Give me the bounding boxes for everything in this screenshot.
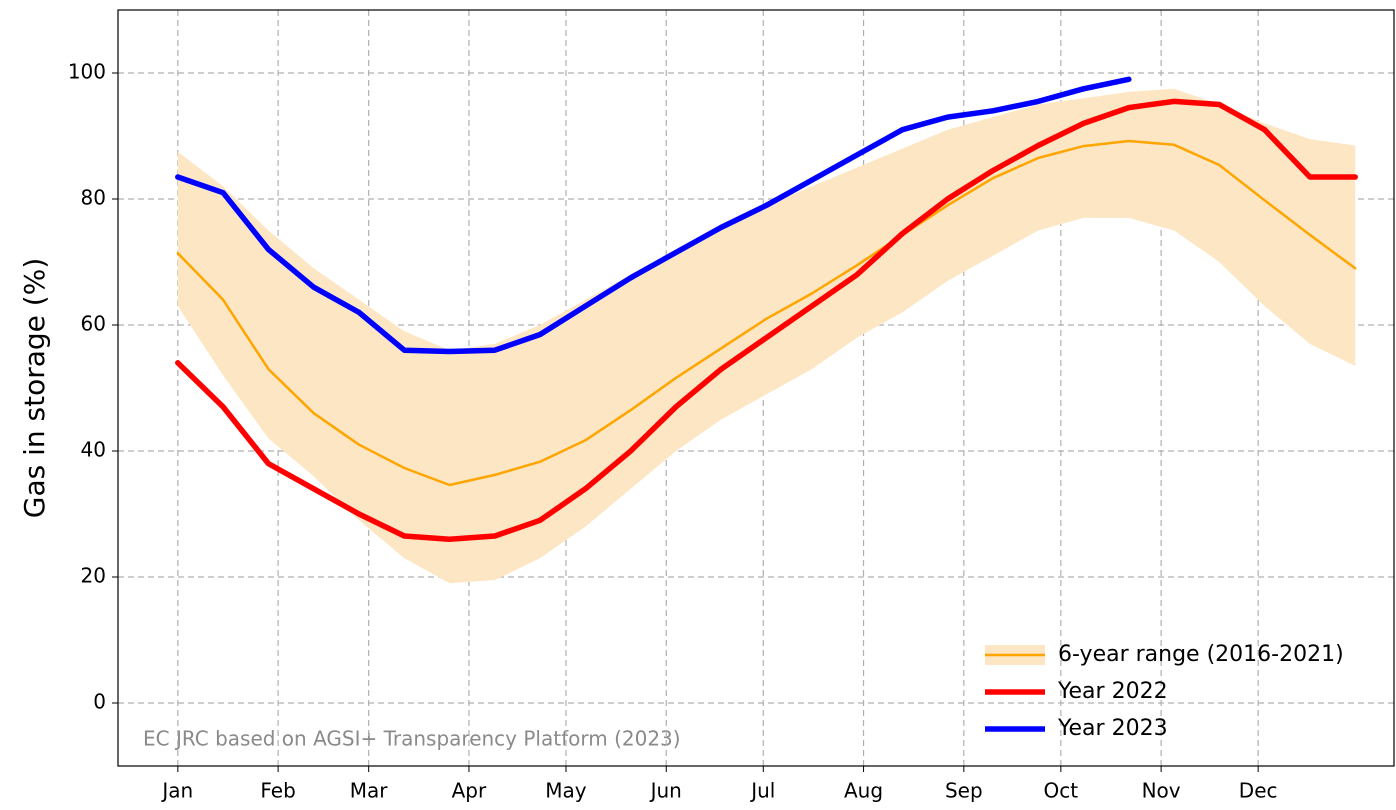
y-tick-label: 80 [81, 186, 106, 210]
x-tick-label: Sep [945, 779, 983, 803]
plot [175, 76, 1358, 584]
y-tick-label: 20 [81, 564, 106, 588]
legend: 6-year range (2016-2021) Year 2022 Year 20… [985, 642, 1344, 741]
x-tick-label: Dec [1239, 779, 1278, 803]
x-tick-label: Aug [844, 779, 883, 803]
legend-label: 6-year range (2016-2021) [1058, 642, 1344, 667]
x-tick-label: Apr [452, 779, 487, 803]
x-tick-label: Feb [260, 779, 295, 803]
series-line [175, 76, 1132, 355]
y-tick-label: 60 [81, 312, 106, 336]
x-tick-label: Nov [1142, 779, 1181, 803]
x-tick-label: Mar [350, 779, 389, 803]
y-tick-label: 40 [81, 438, 106, 462]
y-tick-label: 0 [93, 690, 106, 714]
legend-label: Year 2023 [1057, 716, 1168, 741]
plot-frame [117, 9, 1395, 767]
x-tick-label: May [545, 779, 587, 803]
y-tick-label: 100 [68, 60, 106, 84]
series-line [175, 98, 1358, 542]
annotation: EC JRC based on AGSI+ Transparency Platf… [143, 727, 681, 751]
legend-label: Year 2022 [1057, 679, 1168, 704]
x-tick-label: Oct [1044, 779, 1079, 803]
x-tick-label: Jul [749, 779, 775, 803]
y-axis-label: Gas in storage (%) [18, 258, 51, 519]
x-tick-label: Jun [649, 779, 682, 803]
series-line [176, 139, 1357, 487]
x-tick-label: Jan [160, 779, 193, 803]
